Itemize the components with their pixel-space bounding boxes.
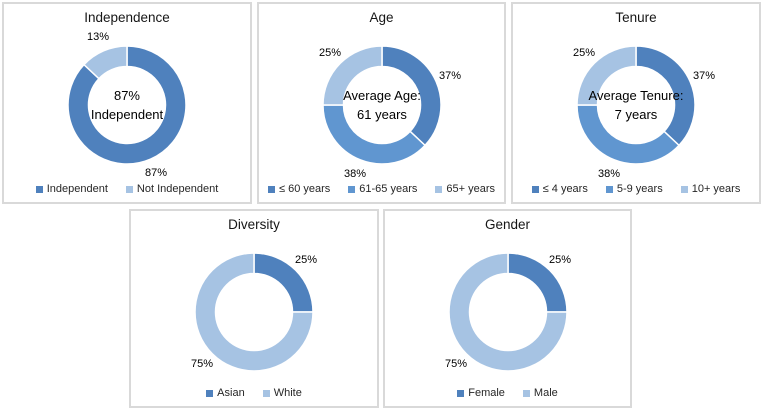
- donut-segment-male: [448, 252, 568, 372]
- legend-marker-icon: [531, 185, 539, 193]
- donut-segment-5-9-years: [576, 104, 681, 165]
- legend-item-4-years: ≤ 4 years: [531, 183, 588, 195]
- percent-label-4-years: 37%: [692, 70, 716, 82]
- percent-label-65-years: 25%: [318, 47, 342, 59]
- legend-label: ≤ 60 years: [278, 183, 331, 195]
- donut-chart: [67, 45, 187, 165]
- chart-legend: Female Male: [385, 387, 630, 399]
- center-line: 61 years: [357, 107, 407, 122]
- donut-center-label: Average Age: 61 years: [343, 86, 421, 124]
- chart-title: Independence: [84, 10, 170, 25]
- legend-marker-icon: [457, 389, 465, 397]
- legend-item-asian: Asian: [206, 387, 245, 399]
- legend-item-white: White: [262, 387, 302, 399]
- donut-segment-white: [194, 252, 314, 372]
- donut-chart: [322, 45, 442, 165]
- legend-item-61-65-years: 61-65 years: [348, 183, 417, 195]
- legend-marker-icon: [125, 185, 133, 193]
- legend-label: Female: [468, 387, 505, 399]
- legend-item-independent: Independent: [35, 183, 108, 195]
- chart-legend: Asian White: [131, 387, 377, 399]
- legend-item-female: Female: [457, 387, 505, 399]
- donut-chart: [576, 45, 696, 165]
- legend-marker-icon: [206, 389, 214, 397]
- chart-panel-age: Age Average Age: 61 years 37% 38% 25% ≤ 60 …: [257, 2, 506, 204]
- legend-label: 65+ years: [446, 183, 495, 195]
- legend-item-not-independent: Not Independent: [125, 183, 219, 195]
- chart-panel-diversity: Diversity 25% 75% Asian White: [129, 209, 379, 408]
- chart-panel-gender: Gender 25% 75% Female Male: [383, 209, 632, 408]
- center-line: Average Tenure:: [588, 88, 684, 103]
- percent-label-asian: 25%: [294, 254, 318, 266]
- legend-marker-icon: [605, 185, 613, 193]
- legend-marker-icon: [435, 185, 443, 193]
- chart-legend: ≤ 60 years 61-65 years 65+ years: [259, 183, 504, 195]
- percent-label-male: 75%: [444, 358, 468, 370]
- donut-segment-61-65-years: [322, 104, 427, 165]
- percent-label-white: 75%: [190, 358, 214, 370]
- chart-panel-independence: Independence 87% Independent 87% 13% Indep…: [2, 2, 252, 204]
- percent-label-60-years: 37%: [438, 70, 462, 82]
- legend-marker-icon: [267, 185, 275, 193]
- legend-label: 5-9 years: [616, 183, 663, 195]
- chart-legend: ≤ 4 years 5-9 years 10+ years: [513, 183, 759, 195]
- legend-marker-icon: [348, 185, 356, 193]
- donut-chart: [194, 252, 314, 372]
- center-line: 87%: [113, 88, 141, 103]
- legend-label: 61-65 years: [359, 183, 418, 195]
- chart-title: Diversity: [228, 217, 280, 232]
- percent-label-10-years: 25%: [572, 47, 596, 59]
- legend-label: 10+ years: [691, 183, 741, 195]
- donut-center-label: 87% Independent: [91, 86, 163, 124]
- percent-label-independent: 87%: [144, 167, 168, 179]
- legend-label: White: [273, 387, 302, 399]
- chart-panel-tenure: Tenure Average Tenure: 7 years 37% 38% 25% …: [511, 2, 761, 204]
- donut-segment-not-independent: [82, 45, 128, 80]
- legend-marker-icon: [35, 185, 43, 193]
- legend-item-60-years: ≤ 60 years: [267, 183, 331, 195]
- percent-label-not-independent: 13%: [86, 31, 110, 43]
- legend-label: ≤ 4 years: [542, 183, 588, 195]
- center-line: Average Age:: [343, 88, 421, 103]
- chart-legend: Independent Not Independent: [4, 183, 250, 195]
- chart-title: Gender: [484, 217, 531, 232]
- center-line: 7 years: [614, 107, 658, 122]
- legend-marker-icon: [680, 185, 688, 193]
- center-line: Independent: [90, 107, 164, 122]
- legend-label: Asian: [217, 387, 245, 399]
- legend-label: Not Independent: [136, 183, 219, 195]
- donut-segment-10-years: [576, 45, 637, 106]
- legend-label: Independent: [46, 183, 108, 195]
- percent-label-61-65-years: 38%: [343, 168, 367, 180]
- legend-item-10-years: 10+ years: [680, 183, 741, 195]
- donut-segment-65-years: [322, 45, 383, 106]
- legend-marker-icon: [522, 389, 530, 397]
- donut-chart: [448, 252, 568, 372]
- donut-center-label: Average Tenure: 7 years: [589, 86, 684, 124]
- legend-marker-icon: [262, 389, 270, 397]
- legend-label: Male: [533, 387, 558, 399]
- legend-item-65-years: 65+ years: [435, 183, 495, 195]
- donut-segment-independent: [67, 45, 187, 165]
- chart-title: Tenure: [615, 10, 657, 25]
- legend-item-5-9-years: 5-9 years: [605, 183, 663, 195]
- legend-item-male: Male: [522, 387, 558, 399]
- chart-title: Age: [369, 10, 394, 25]
- percent-label-5-9-years: 38%: [597, 168, 621, 180]
- percent-label-female: 25%: [548, 254, 572, 266]
